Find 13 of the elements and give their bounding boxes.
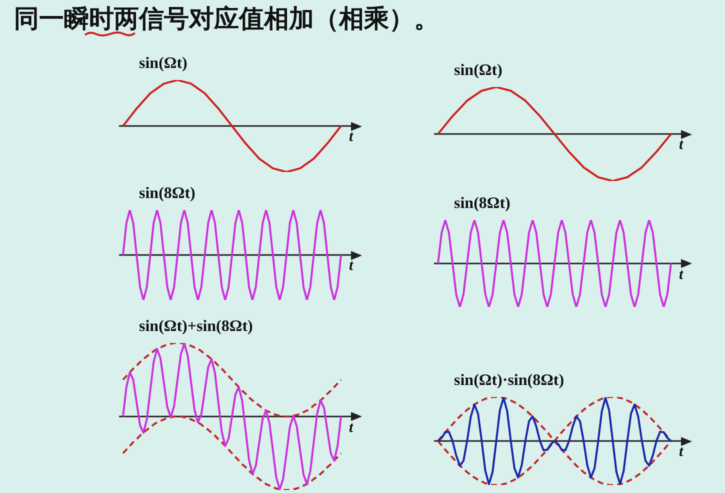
chart-title: sin(Ωt) [454,62,502,80]
text: 同一瞬时两信号对应值相加（相乘）。 [14,4,439,33]
chart-title: sin(8Ωt) [454,195,510,213]
x-axis-title: t [349,420,354,436]
x-axis-title: t [349,258,354,275]
chart-title: sin(Ωt)·sin(8Ωt) [454,372,564,390]
x-axis-title: t [679,266,684,284]
x-axis-title: t [349,129,354,146]
chart-title: sin(Ωt) [139,55,188,73]
chart-title: sin(8Ωt) [139,185,196,203]
x-axis-title: t [679,137,684,154]
x-axis-title: t [679,444,684,461]
chart-title: sin(Ωt)+sin(8Ωt) [139,318,253,336]
